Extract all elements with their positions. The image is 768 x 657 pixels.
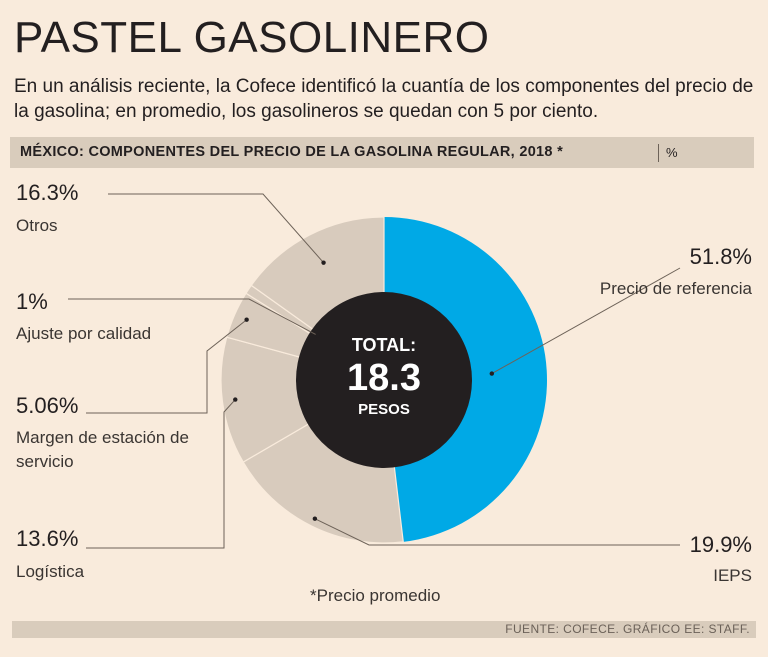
leader-line xyxy=(108,193,324,263)
source-text: FUENTE: COFECE. GRÁFICO EE: STAFF. xyxy=(505,622,750,636)
value-label-logistica: 13.6% xyxy=(16,526,79,551)
value-label-margen: 5.06% xyxy=(16,393,79,418)
leader-dot xyxy=(315,333,320,338)
footnote: *Precio promedio xyxy=(310,586,441,605)
category-label-margen: Margen de estación de servicio xyxy=(16,428,189,471)
category-label-logistica: Logística xyxy=(16,562,85,581)
leader-dot xyxy=(321,260,326,265)
section-title: MÉXICO: COMPONENTES DEL PRECIO DE LA GAS… xyxy=(20,144,564,160)
leader-dot xyxy=(312,516,318,521)
chart-subtitle: En un análisis reciente, la Cofece ident… xyxy=(14,76,754,122)
category-label-otros: Otros xyxy=(16,216,58,235)
category-label-precio-referencia: Precio de referencia xyxy=(599,279,752,298)
value-label-ajuste: 1% xyxy=(16,289,48,314)
source-bar: FUENTE: COFECE. GRÁFICO EE: STAFF. xyxy=(12,621,756,638)
leader-dot xyxy=(233,397,238,402)
value-label-otros: 16.3% xyxy=(16,180,79,205)
leader-dot xyxy=(244,317,249,322)
leader-line xyxy=(491,267,681,375)
category-label-ajuste: Ajuste por calidad xyxy=(16,324,152,343)
leader-line xyxy=(68,298,318,336)
center-label-total: TOTAL: xyxy=(352,335,416,355)
center-value: 18.3 xyxy=(347,357,421,399)
value-label-ieps: 19.9% xyxy=(689,532,752,557)
leader-line xyxy=(86,399,236,549)
category-label-ieps: IEPS xyxy=(713,566,752,585)
section-divider xyxy=(658,144,659,162)
section-unit: % xyxy=(666,145,678,160)
center-label-pesos: PESOS xyxy=(358,401,410,418)
chart-title: PASTEL GASOLINERO xyxy=(14,13,490,62)
value-label-precio-referencia: 51.8% xyxy=(689,244,752,269)
center-circle xyxy=(296,292,472,468)
leader-line xyxy=(314,518,680,546)
leader-line xyxy=(86,319,247,414)
leader-dot xyxy=(489,371,495,376)
section-header-bar: MÉXICO: COMPONENTES DEL PRECIO DE LA GAS… xyxy=(10,137,754,168)
